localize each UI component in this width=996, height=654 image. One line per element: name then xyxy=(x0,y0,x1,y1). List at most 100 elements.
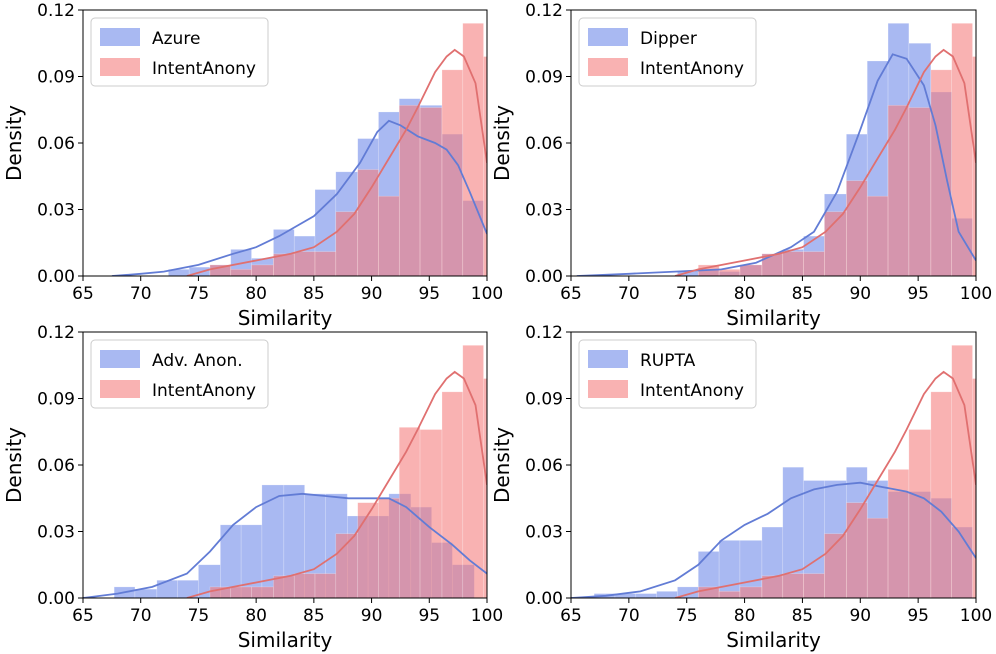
y-tick-label: 0.03 xyxy=(37,523,75,543)
histogram-bar xyxy=(782,573,804,598)
x-tick-label: 80 xyxy=(245,606,267,626)
series-2-bars xyxy=(697,22,976,276)
y-tick-label: 0.12 xyxy=(37,1,75,21)
x-tick-label: 90 xyxy=(849,284,871,304)
histogram-bar xyxy=(930,391,952,598)
x-tick-label: 85 xyxy=(303,606,325,626)
x-tick-label: 100 xyxy=(960,606,992,626)
legend: RUPTA IntentAnony xyxy=(578,339,757,409)
histogram-bar xyxy=(866,517,889,598)
histogram-bar xyxy=(293,251,316,276)
y-tick-label: 0.06 xyxy=(37,456,75,476)
histogram-bar xyxy=(293,573,316,598)
y-tick-label: 0.09 xyxy=(37,390,75,410)
histogram-bar xyxy=(419,429,443,598)
legend-swatch-1 xyxy=(588,350,628,368)
y-tick-label: 0.00 xyxy=(37,267,75,287)
kde-line-series-1 xyxy=(571,481,976,598)
kde-line-series-2 xyxy=(674,370,976,598)
histogram-bar xyxy=(803,251,825,276)
legend-swatch-1 xyxy=(588,28,628,46)
histogram-bar xyxy=(398,427,421,598)
x-tick-label: 95 xyxy=(907,284,929,304)
legend-label-1: Azure xyxy=(152,29,200,49)
x-tick-label: 65 xyxy=(560,284,582,304)
x-tick-label: 70 xyxy=(618,284,640,304)
x-tick-label: 85 xyxy=(303,284,325,304)
histogram-bar xyxy=(378,195,400,276)
y-tick-label: 0.03 xyxy=(525,523,563,543)
legend-swatch-2 xyxy=(100,58,140,76)
legend-swatch-2 xyxy=(100,380,140,398)
x-axis-label: Similarity xyxy=(238,628,333,652)
legend-swatch-1 xyxy=(100,28,140,46)
y-tick-label: 0.00 xyxy=(37,589,75,609)
plot-area xyxy=(576,22,976,276)
x-tick-label: 75 xyxy=(188,606,210,626)
histogram-bar xyxy=(378,497,400,598)
y-tick-label: 0.06 xyxy=(525,134,563,154)
legend-label-1: Dipper xyxy=(640,29,697,49)
legend: Dipper IntentAnony xyxy=(578,17,757,87)
histogram-bar xyxy=(230,269,252,276)
histogram-bar xyxy=(156,579,178,598)
chart-panel-3: 65 70 75 80 85 90 95 100 0.00 0.03 0.06 0.09 0.12 Sim… xyxy=(2,323,503,652)
histogram-bar xyxy=(972,56,976,276)
plot-area xyxy=(111,22,487,276)
x-tick-label: 95 xyxy=(907,606,929,626)
legend-swatch-1 xyxy=(100,350,140,368)
histogram-bar xyxy=(972,378,976,598)
x-tick-label: 80 xyxy=(734,606,756,626)
y-tick-label: 0.00 xyxy=(525,589,563,609)
histogram-bar xyxy=(866,195,889,276)
y-tick-label: 0.03 xyxy=(525,201,563,221)
histogram-bar xyxy=(483,378,487,598)
y-axis-label: Density xyxy=(490,105,514,181)
legend: Adv. Anon. IntentAnony xyxy=(90,339,269,409)
histogram-bar xyxy=(782,251,804,276)
legend-label-2: IntentAnony xyxy=(152,381,256,401)
y-tick-label: 0.06 xyxy=(525,456,563,476)
x-tick-label: 90 xyxy=(849,606,871,626)
histogram-bar xyxy=(635,593,657,598)
histogram-bar xyxy=(441,69,464,276)
x-tick-label: 100 xyxy=(960,284,992,304)
y-tick-label: 0.12 xyxy=(37,323,75,343)
kde-line-series-1 xyxy=(576,53,976,276)
histogram-bar xyxy=(419,107,443,276)
series-2-bars xyxy=(209,344,487,598)
kde-line-series-2 xyxy=(674,48,976,276)
y-tick-label: 0.12 xyxy=(525,323,563,343)
y-tick-label: 0.00 xyxy=(525,267,563,287)
histogram-bar xyxy=(887,105,910,276)
x-tick-label: 85 xyxy=(792,284,814,304)
histogram-bar xyxy=(846,180,868,276)
x-tick-label: 85 xyxy=(792,606,814,626)
x-tick-label: 65 xyxy=(72,606,94,626)
x-axis-label: Similarity xyxy=(726,306,821,330)
histogram-bar xyxy=(846,502,868,598)
kde-line-series-2 xyxy=(186,370,487,598)
x-tick-label: 80 xyxy=(734,284,756,304)
x-tick-label: 65 xyxy=(72,284,94,304)
legend-label-2: IntentAnony xyxy=(152,59,256,79)
histogram-bar xyxy=(908,107,932,276)
y-tick-label: 0.09 xyxy=(37,68,75,88)
legend-label-2: IntentAnony xyxy=(640,381,744,401)
series-2-bars xyxy=(209,22,487,276)
kde-line-series-1 xyxy=(111,119,487,276)
kde-line-series-2 xyxy=(186,48,487,276)
histogram-bar xyxy=(908,429,932,598)
y-axis-label: Density xyxy=(2,105,26,181)
kde-line-series-1 xyxy=(83,492,487,598)
x-tick-label: 75 xyxy=(188,284,210,304)
histogram-bar xyxy=(314,573,337,598)
histogram-bar xyxy=(357,502,379,598)
x-tick-label: 75 xyxy=(676,284,698,304)
x-tick-label: 100 xyxy=(471,606,503,626)
legend-swatch-2 xyxy=(588,58,628,76)
histogram-bar xyxy=(803,573,825,598)
histogram-bar xyxy=(314,251,337,276)
x-tick-label: 65 xyxy=(560,606,582,626)
